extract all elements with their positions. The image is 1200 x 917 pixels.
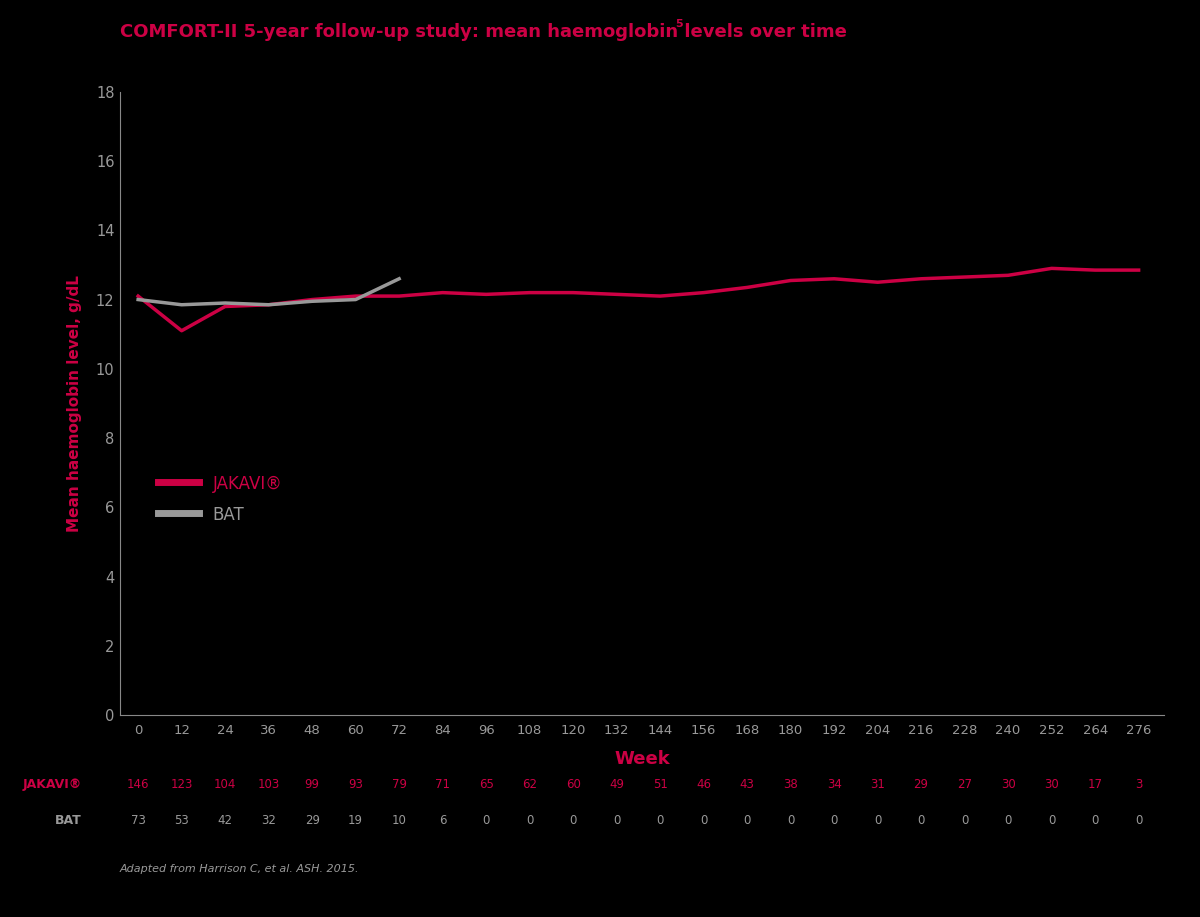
Text: 0: 0	[1135, 814, 1142, 827]
Text: COMFORT-II 5-year follow-up study: mean haemoglobin levels over time: COMFORT-II 5-year follow-up study: mean …	[120, 23, 847, 41]
Text: 0: 0	[482, 814, 490, 827]
Text: 29: 29	[913, 778, 929, 790]
Text: 73: 73	[131, 814, 145, 827]
Text: 5: 5	[674, 19, 683, 29]
Legend: JAKAVI®, BAT: JAKAVI®, BAT	[149, 467, 290, 533]
Text: 19: 19	[348, 814, 364, 827]
Text: 0: 0	[874, 814, 881, 827]
Text: 30: 30	[1044, 778, 1060, 790]
Text: 38: 38	[784, 778, 798, 790]
Text: 0: 0	[526, 814, 533, 827]
Text: 42: 42	[217, 814, 233, 827]
Text: BAT: BAT	[55, 814, 82, 827]
Text: 53: 53	[174, 814, 190, 827]
Text: 0: 0	[1004, 814, 1012, 827]
Text: 71: 71	[436, 778, 450, 790]
Text: 49: 49	[610, 778, 624, 790]
Text: 46: 46	[696, 778, 712, 790]
Text: 0: 0	[787, 814, 794, 827]
Text: 0: 0	[830, 814, 838, 827]
Text: 27: 27	[958, 778, 972, 790]
Text: 60: 60	[565, 778, 581, 790]
Text: 3: 3	[1135, 778, 1142, 790]
Text: 0: 0	[656, 814, 664, 827]
Text: 10: 10	[391, 814, 407, 827]
Text: 0: 0	[1092, 814, 1099, 827]
Text: 0: 0	[961, 814, 968, 827]
Text: 32: 32	[262, 814, 276, 827]
Text: 6: 6	[439, 814, 446, 827]
X-axis label: Week: Week	[614, 750, 670, 768]
Text: 43: 43	[739, 778, 755, 790]
Text: 0: 0	[570, 814, 577, 827]
Text: 29: 29	[305, 814, 319, 827]
Text: 0: 0	[700, 814, 707, 827]
Text: 104: 104	[214, 778, 236, 790]
Text: 99: 99	[305, 778, 319, 790]
Text: JAKAVI®: JAKAVI®	[23, 778, 82, 790]
Text: 31: 31	[870, 778, 886, 790]
Text: 0: 0	[918, 814, 925, 827]
Text: 93: 93	[348, 778, 364, 790]
Text: 30: 30	[1001, 778, 1015, 790]
Text: 0: 0	[744, 814, 751, 827]
Text: 17: 17	[1087, 778, 1103, 790]
Text: 65: 65	[479, 778, 493, 790]
Text: 103: 103	[258, 778, 280, 790]
Text: 34: 34	[827, 778, 841, 790]
Text: 62: 62	[522, 778, 538, 790]
Y-axis label: Mean haemoglobin level, g/dL: Mean haemoglobin level, g/dL	[67, 275, 82, 532]
Text: 123: 123	[170, 778, 193, 790]
Text: 0: 0	[613, 814, 620, 827]
Text: 0: 0	[1048, 814, 1055, 827]
Text: 79: 79	[391, 778, 407, 790]
Text: 146: 146	[127, 778, 149, 790]
Text: 51: 51	[653, 778, 667, 790]
Text: Adapted from Harrison C, et al. ASH. 2015.: Adapted from Harrison C, et al. ASH. 201…	[120, 865, 360, 874]
